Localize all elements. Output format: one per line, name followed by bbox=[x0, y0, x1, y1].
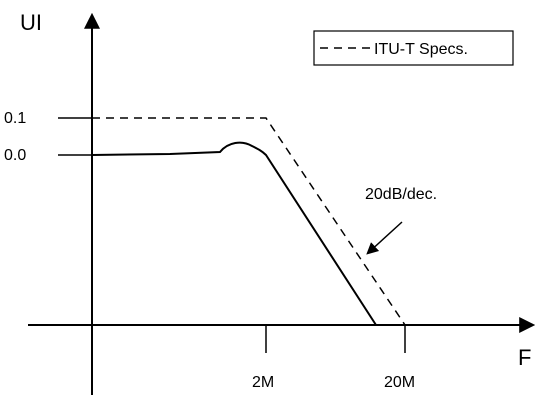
slope-annotation: 20dB/dec. bbox=[365, 186, 437, 203]
x-tick-2m-label: 2M bbox=[252, 374, 274, 391]
y-axis-title: UI bbox=[20, 10, 42, 35]
y-tick-0-1: 0.1 bbox=[4, 110, 26, 127]
y-tick-0-0: 0.0 bbox=[4, 147, 26, 164]
measured-curve bbox=[91, 141, 377, 326]
legend-label: ITU-T Specs. bbox=[374, 41, 468, 58]
slope-annotation-arrow bbox=[366, 221, 403, 255]
legend-box bbox=[313, 30, 514, 66]
itu-t-spec-curve bbox=[92, 117, 406, 326]
x-tick-20m-label: 20M bbox=[384, 374, 415, 391]
x-axis-title: F bbox=[518, 345, 531, 370]
